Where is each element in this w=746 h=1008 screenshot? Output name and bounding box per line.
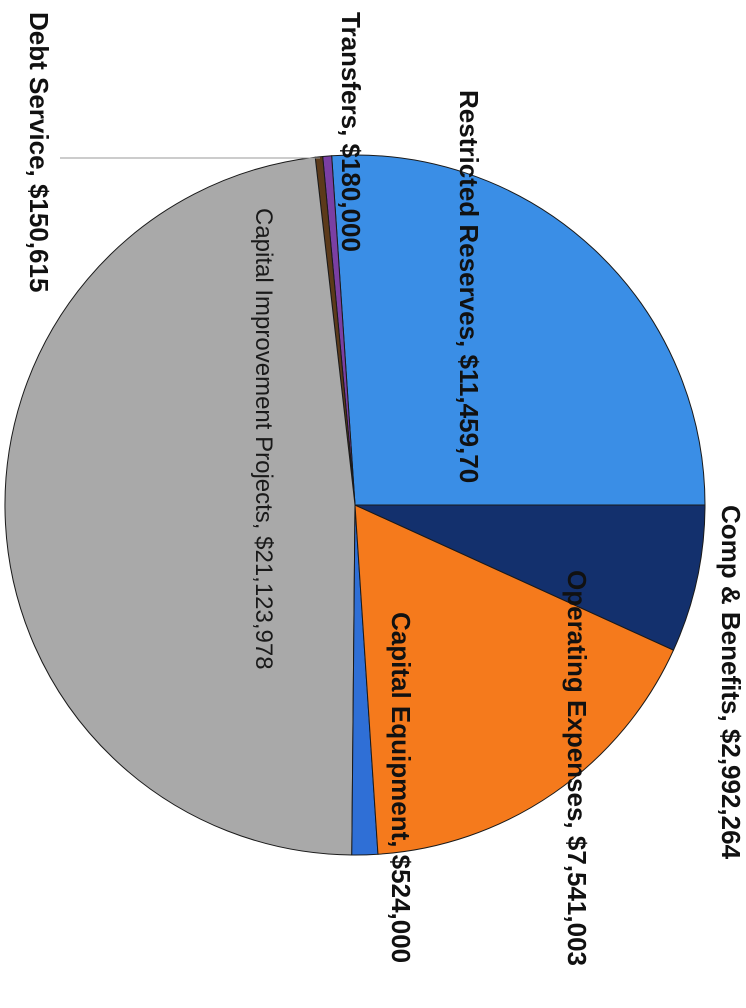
pie-slice-restricted-reserves: [331, 154, 706, 506]
pie-slice-comp-benefits: [354, 504, 706, 651]
label-debt-service: Debt Service, $150,615: [24, 12, 54, 292]
pie-slice-capital-improvement-projects: [4, 156, 356, 856]
label-capital-improvement-projects: Capital Improvement Projects, $21,123,97…: [250, 208, 277, 670]
label-restricted-reserves: Restricted Reserves, $11,459,70: [454, 90, 484, 483]
pie-slice-operating-expenses: [354, 504, 675, 855]
label-comp-benefits: Comp & Benefits, $2,992,264: [716, 505, 746, 860]
label-capital-equipment: Capital Equipment, $524,000: [386, 612, 416, 963]
label-operating-expenses: Operating Expenses, $7,541,003: [562, 570, 592, 966]
label-transfers: Transfers, $180,000: [336, 12, 366, 252]
